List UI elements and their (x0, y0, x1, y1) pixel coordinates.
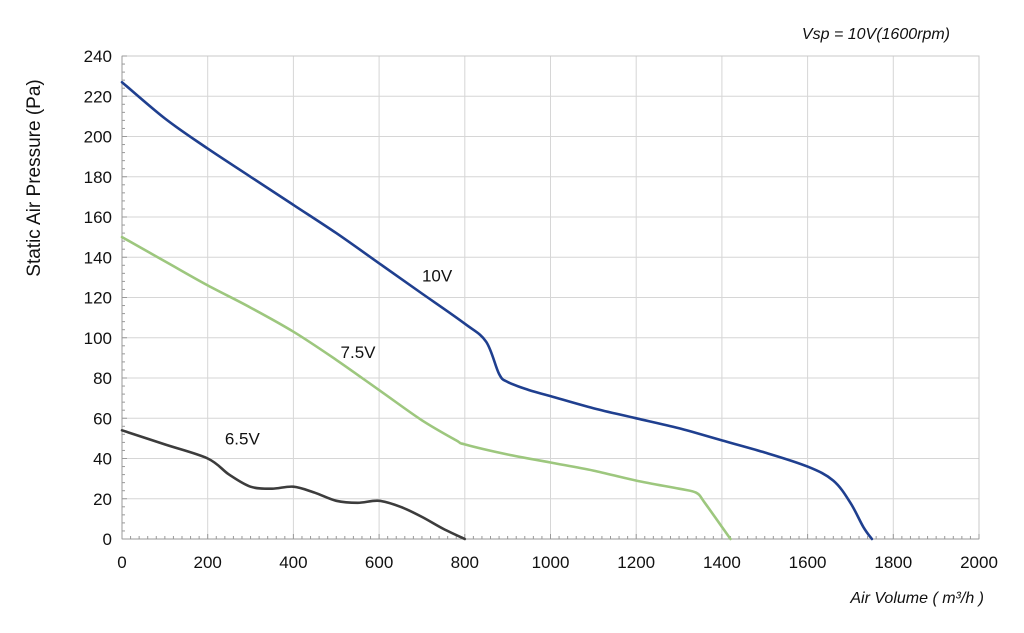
y-tick-label: 120 (84, 289, 112, 308)
y-tick-label: 240 (84, 47, 112, 66)
x-tick-label: 1000 (532, 553, 570, 572)
x-tick-label: 2000 (960, 553, 998, 572)
x-tick-label: 1200 (617, 553, 655, 572)
x-tick-labels: 0 200 400 600 800 1000 1200 1400 1600 1800 2000 (117, 553, 998, 572)
series-line-10v (120, 80, 874, 541)
series-lines (120, 80, 874, 541)
x-tick-label: 1800 (874, 553, 912, 572)
y-tick-label: 200 (84, 128, 112, 147)
x-tick-label: 0 (117, 553, 126, 572)
series-label-6-5v: 6.5V (225, 429, 261, 448)
x-tick-label: 1400 (703, 553, 741, 572)
y-tick-label: 0 (103, 530, 112, 549)
axes (121, 55, 980, 540)
y-tick-label: 180 (84, 168, 112, 187)
y-tick-labels: 0 20 40 60 80 100 120 140 160 180 200 220 240 (84, 47, 112, 549)
y-tick-label: 60 (93, 409, 112, 428)
y-tick-label: 220 (84, 87, 112, 106)
y-tick-label: 100 (84, 329, 112, 348)
y-tick-label: 140 (84, 248, 112, 267)
grid (121, 55, 980, 540)
y-tick-label: 160 (84, 208, 112, 227)
y-axis-title: Static Air Pressure (Pa) (24, 79, 45, 276)
y-tick-label: 80 (93, 369, 112, 388)
series-labels: 10V 7.5V 6.5V (225, 266, 453, 448)
series-line-7-5v (120, 235, 732, 541)
x-axis-title: Air Volume ( m³/h ) (849, 590, 984, 607)
series-line-6-5v (120, 429, 467, 541)
x-tick-label: 800 (451, 553, 479, 572)
speed-annotation: Vsp = 10V(1600rpm) (802, 26, 950, 43)
x-tick-label: 1600 (789, 553, 827, 572)
x-tick-label: 200 (194, 553, 222, 572)
x-tick-label: 400 (279, 553, 307, 572)
y-tick-label: 20 (93, 490, 112, 509)
series-label-7-5v: 7.5V (341, 343, 377, 362)
y-tick-label: 40 (93, 450, 112, 469)
series-label-10v: 10V (422, 266, 453, 285)
x-tick-label: 600 (365, 553, 393, 572)
